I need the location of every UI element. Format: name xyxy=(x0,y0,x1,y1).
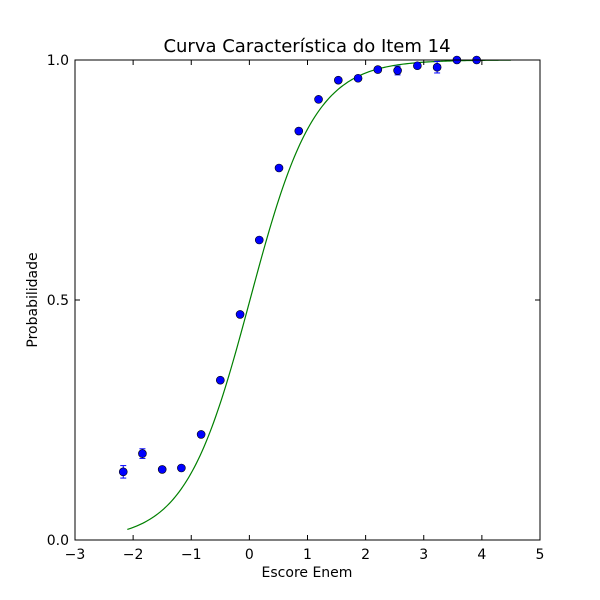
x-tick-label: 1 xyxy=(303,547,312,563)
curve-layer xyxy=(127,59,511,531)
x-tick-label: −1 xyxy=(181,547,202,563)
x-tick-label: 2 xyxy=(361,547,370,563)
ticks-layer: −3 −2 −1 0 1 2 3 4 5 0.0 0.5 1.0 xyxy=(47,53,545,563)
data-point xyxy=(432,62,442,72)
data-point xyxy=(254,235,264,245)
data-point xyxy=(393,66,402,75)
x-tick-label: 4 xyxy=(477,547,486,563)
y-tick-label: 0.0 xyxy=(47,533,69,549)
data-point xyxy=(294,126,304,136)
data-point xyxy=(177,463,186,473)
x-tick-label: 3 xyxy=(419,547,428,563)
data-point xyxy=(314,95,323,104)
data-point xyxy=(216,375,225,385)
x-axis-label: Escore Enem xyxy=(262,565,353,581)
data-point xyxy=(413,61,422,71)
y-tick-label: 1.0 xyxy=(47,53,69,69)
data-point xyxy=(274,163,284,173)
y-axis-label: Probabilidade xyxy=(25,252,41,347)
x-tick-label: 0 xyxy=(245,547,254,563)
x-tick-label: 5 xyxy=(536,547,545,563)
data-point xyxy=(138,449,147,458)
y-tick-label: 0.5 xyxy=(47,293,69,309)
data-point xyxy=(157,465,167,474)
chart-title: Curva Característica do Item 14 xyxy=(163,36,450,57)
data-point xyxy=(235,310,245,319)
plot-frame xyxy=(74,59,541,541)
x-tick-label: −3 xyxy=(65,547,86,563)
data-point xyxy=(118,467,128,477)
x-tick-label: −2 xyxy=(123,547,144,563)
data-point xyxy=(334,75,343,85)
data-point xyxy=(353,73,363,83)
data-point xyxy=(196,430,206,439)
logistic-curve xyxy=(127,59,511,531)
points-layer xyxy=(118,55,481,479)
data-point xyxy=(373,65,383,74)
